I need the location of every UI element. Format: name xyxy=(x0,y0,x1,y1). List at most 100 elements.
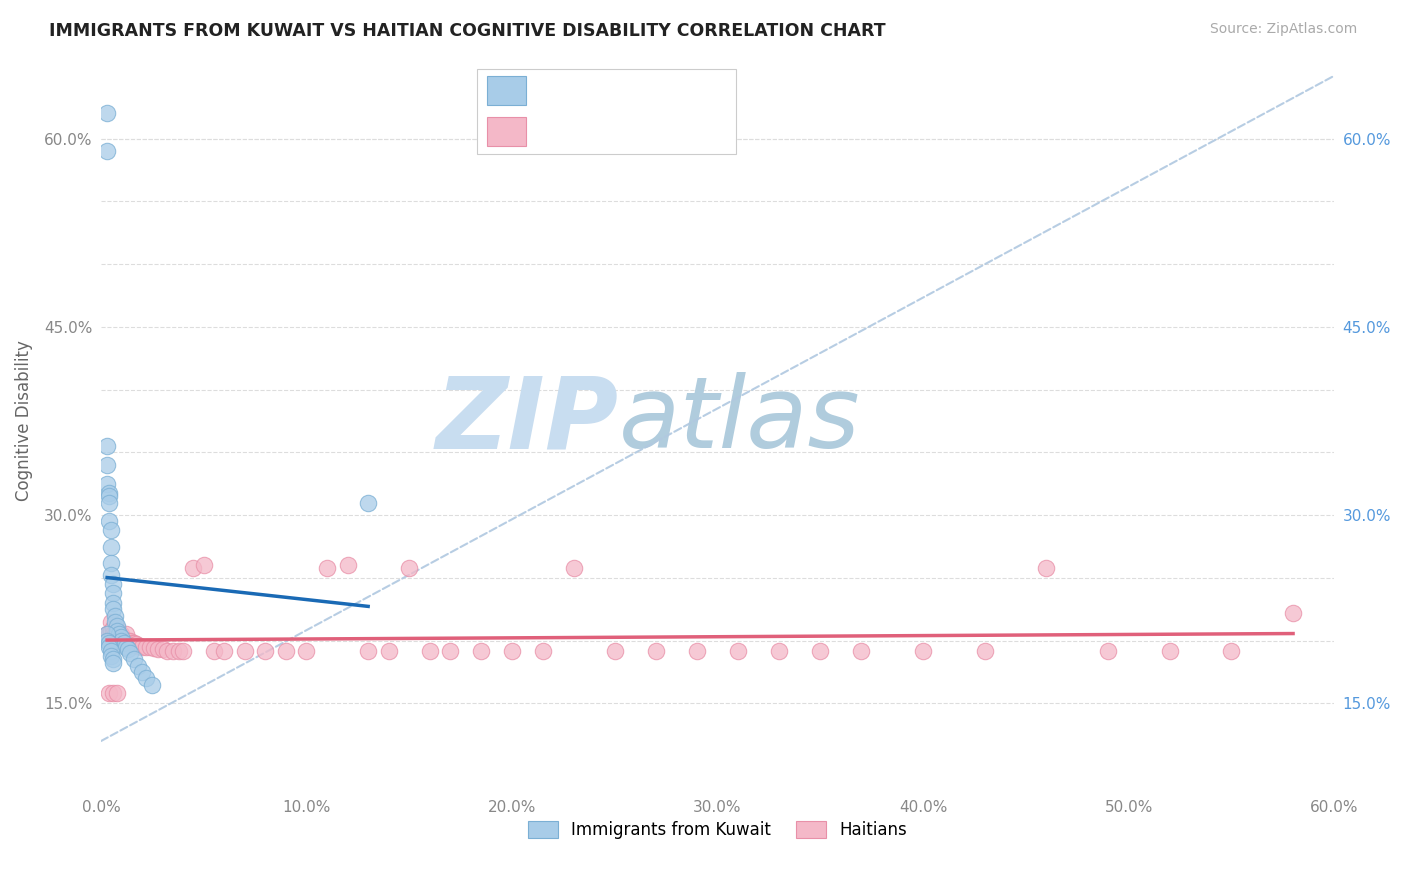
Point xyxy=(98,627,121,641)
Point xyxy=(104,633,127,648)
Point xyxy=(152,642,174,657)
Point xyxy=(183,561,205,575)
Point xyxy=(1220,643,1243,657)
Point xyxy=(727,643,749,657)
Point xyxy=(103,627,125,641)
Text: ZIP: ZIP xyxy=(436,373,619,469)
Point xyxy=(202,643,225,657)
Point xyxy=(108,627,131,641)
Point xyxy=(336,558,359,573)
Point xyxy=(148,642,170,657)
Point xyxy=(357,495,380,509)
Point xyxy=(98,640,121,654)
Point xyxy=(122,636,145,650)
Point xyxy=(470,643,492,657)
Point xyxy=(100,568,122,582)
Point xyxy=(112,633,135,648)
Point xyxy=(98,515,121,529)
Point xyxy=(141,677,163,691)
Point xyxy=(98,485,121,500)
Point xyxy=(103,586,125,600)
Point xyxy=(162,643,184,657)
Point xyxy=(105,633,128,648)
Point xyxy=(768,643,790,657)
Point xyxy=(851,643,873,657)
Point xyxy=(100,643,122,657)
Point xyxy=(105,627,128,641)
Point xyxy=(129,639,152,653)
Point xyxy=(96,476,118,491)
Point xyxy=(105,618,128,632)
Legend: Immigrants from Kuwait, Haitians: Immigrants from Kuwait, Haitians xyxy=(522,814,914,846)
Point xyxy=(100,624,122,638)
Point xyxy=(1282,606,1305,620)
Point xyxy=(103,652,125,666)
Point xyxy=(114,633,136,648)
Point xyxy=(103,686,125,700)
Point xyxy=(1035,561,1057,575)
Point xyxy=(103,602,125,616)
Point xyxy=(127,639,149,653)
Point xyxy=(100,615,122,629)
Text: atlas: atlas xyxy=(619,373,860,469)
Point xyxy=(96,627,118,641)
Point xyxy=(316,561,339,575)
Point xyxy=(100,540,122,554)
Point xyxy=(139,640,162,654)
Point xyxy=(105,624,128,638)
Point xyxy=(1159,643,1181,657)
Point xyxy=(501,643,523,657)
Point xyxy=(110,633,132,648)
Point xyxy=(100,556,122,570)
Point xyxy=(117,633,139,648)
Text: Source: ZipAtlas.com: Source: ZipAtlas.com xyxy=(1209,22,1357,37)
Point xyxy=(103,577,125,591)
Point xyxy=(419,643,441,657)
Point xyxy=(103,596,125,610)
Point xyxy=(105,686,128,700)
Point xyxy=(104,615,127,629)
Point xyxy=(96,633,118,648)
Point xyxy=(103,657,125,671)
Point xyxy=(117,642,139,657)
Text: IMMIGRANTS FROM KUWAIT VS HAITIAN COGNITIVE DISABILITY CORRELATION CHART: IMMIGRANTS FROM KUWAIT VS HAITIAN COGNIT… xyxy=(49,22,886,40)
Point xyxy=(108,627,131,641)
Point xyxy=(135,671,157,685)
Point xyxy=(274,643,297,657)
Point xyxy=(808,643,831,657)
Point xyxy=(114,627,136,641)
Point xyxy=(110,627,132,641)
Point xyxy=(96,458,118,472)
Point xyxy=(214,643,236,657)
Point xyxy=(531,643,554,657)
Point xyxy=(121,636,143,650)
Point xyxy=(96,144,118,158)
Point xyxy=(156,643,179,657)
Point xyxy=(912,643,935,657)
Point xyxy=(100,648,122,663)
Point xyxy=(135,640,157,654)
Point xyxy=(686,643,709,657)
Point xyxy=(104,627,127,641)
Point xyxy=(100,633,122,648)
Point xyxy=(295,643,318,657)
Point xyxy=(98,489,121,503)
Point xyxy=(98,636,121,650)
Point xyxy=(143,641,166,656)
Point xyxy=(110,633,132,648)
Point xyxy=(127,658,149,673)
Point xyxy=(118,633,141,648)
Point xyxy=(96,106,118,120)
Point xyxy=(603,643,626,657)
Point xyxy=(112,636,135,650)
Point xyxy=(973,643,995,657)
Point xyxy=(125,637,148,651)
Point xyxy=(131,640,153,654)
Point xyxy=(96,627,118,641)
Point xyxy=(103,621,125,635)
Point xyxy=(104,608,127,623)
Point xyxy=(108,633,131,648)
Point xyxy=(122,652,145,666)
Point xyxy=(96,439,118,453)
Point xyxy=(377,643,399,657)
